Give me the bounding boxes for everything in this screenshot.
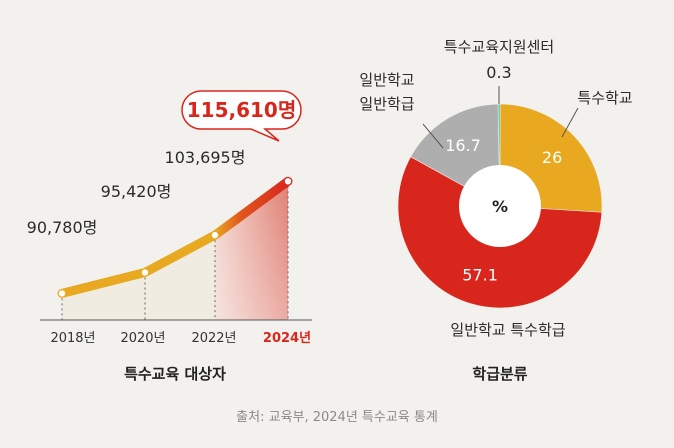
donut-chart-title: 학급분류 xyxy=(472,365,527,383)
highlight-callout-bubble xyxy=(181,90,302,142)
slice-value-label: 16.7 xyxy=(445,136,481,155)
value-label-highlight: 115,610명 xyxy=(187,98,297,122)
slice-value-label: 26 xyxy=(542,148,562,167)
slice-category-label: 특수교육지원센터 xyxy=(444,38,554,56)
x-tick-label: 2022년 xyxy=(191,331,236,346)
data-point xyxy=(284,178,292,185)
series-line-highlight xyxy=(210,176,293,240)
x-tick-label: 2020년 xyxy=(120,331,165,346)
data-point xyxy=(211,231,219,239)
donut-center-label: % xyxy=(492,197,508,216)
x-tick-label: 2024년 xyxy=(263,331,311,346)
slice-value-label: 0.3 xyxy=(486,63,511,82)
line-chart-title: 특수교육 대상자 xyxy=(124,365,226,383)
slice-category-label: 특수학교 xyxy=(577,89,632,107)
value-label: 90,780명 xyxy=(27,218,98,237)
value-label: 95,420명 xyxy=(101,182,172,201)
leader-line xyxy=(422,123,444,149)
data-point xyxy=(141,269,149,276)
slice-category-label: 일반학급 xyxy=(359,95,414,113)
slice-category-label: 일반학교 특수학급 xyxy=(450,321,565,339)
slice-value-label: 57.1 xyxy=(462,266,498,285)
donut-hole xyxy=(459,165,541,247)
slice-category-label: 일반학교 xyxy=(359,71,414,89)
x-tick-label: 2018년 xyxy=(50,331,95,346)
source-footnote: 출처: 교육부, 2024년 특수교육 통계 xyxy=(236,410,438,425)
donut-slice xyxy=(497,103,501,207)
value-label: 103,695명 xyxy=(165,148,246,167)
data-point xyxy=(58,290,66,297)
line-area-highlight-shade xyxy=(215,181,288,320)
leader-line xyxy=(561,107,579,138)
